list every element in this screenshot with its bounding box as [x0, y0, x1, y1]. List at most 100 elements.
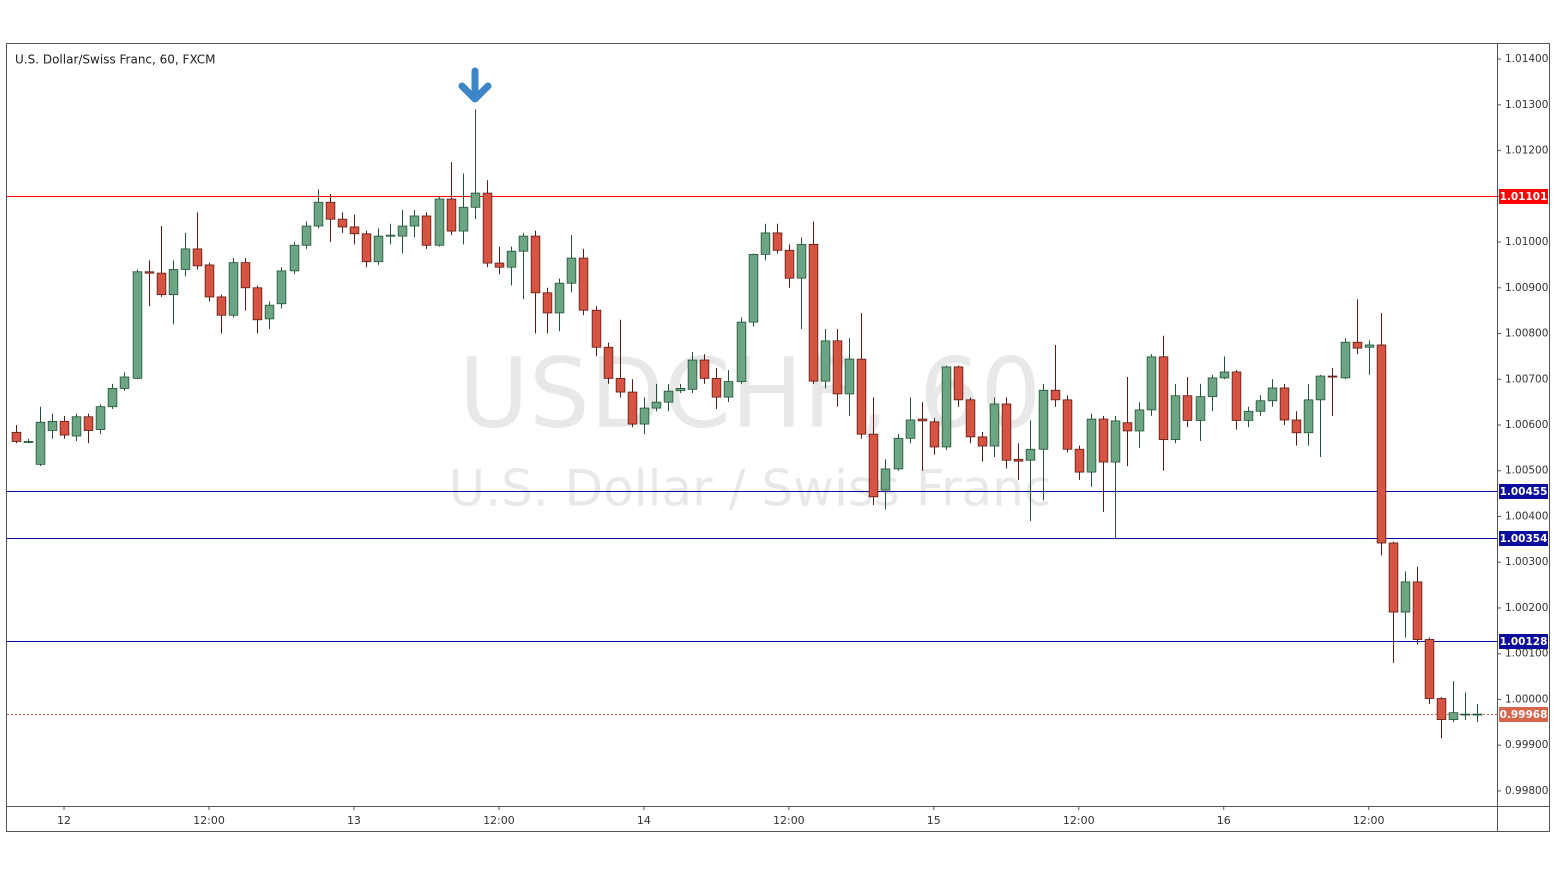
- candle-body: [1279, 387, 1290, 421]
- candle-body: [784, 249, 795, 279]
- y-tick-label: 1.00700: [1505, 373, 1548, 385]
- candle-body: [276, 270, 287, 305]
- y-tick-label: 1.00900: [1505, 282, 1548, 294]
- candle-body: [736, 321, 747, 382]
- candle-body: [35, 421, 46, 465]
- candle-body: [71, 416, 82, 437]
- axes: 0.99800 0.99900 1.00000 1.00100 1.00200 1.003…: [57, 53, 1548, 827]
- candle-body: [180, 248, 191, 270]
- candle-body: [953, 366, 964, 401]
- candle-body: [1388, 542, 1399, 613]
- candle-body: [216, 296, 227, 316]
- arrow: [458, 67, 492, 103]
- candle-body: [1001, 403, 1012, 461]
- candle-body: [1050, 389, 1061, 401]
- candle-body: [385, 234, 396, 237]
- candle-body: [1207, 377, 1218, 398]
- candle-body: [675, 388, 686, 392]
- candle-body: [893, 437, 904, 470]
- candle-body: [95, 406, 106, 430]
- candle-body: [1013, 458, 1024, 462]
- candle-body: [832, 340, 843, 395]
- candle-body: [1352, 341, 1363, 349]
- candle-body: [1460, 713, 1471, 716]
- candle-body: [989, 403, 1000, 447]
- candle-body: [917, 418, 928, 422]
- candle-body: [1412, 581, 1423, 640]
- level-label-box: [1499, 189, 1548, 204]
- candle-body: [1315, 375, 1326, 401]
- candle-body: [1122, 422, 1133, 432]
- y-tick-label: 1.00100: [1505, 648, 1548, 660]
- candle-body: [1038, 389, 1049, 450]
- candle-body: [1110, 420, 1121, 463]
- candle-body: [144, 271, 155, 274]
- candle-body: [119, 376, 130, 389]
- frame: [6, 43, 1550, 832]
- candle-body: [699, 359, 710, 379]
- candle-body: [1364, 344, 1375, 348]
- candle-body: [446, 198, 457, 232]
- x-tick-label: 16: [1217, 814, 1231, 827]
- candle-body: [1472, 713, 1483, 716]
- candle-body: [1146, 356, 1157, 411]
- candle-body: [1074, 448, 1085, 473]
- candle-body: [337, 218, 348, 228]
- candle-body: [1327, 375, 1338, 378]
- candle-body: [1424, 639, 1435, 699]
- candle-body: [1267, 387, 1278, 402]
- levels: [7, 196, 1497, 715]
- chart-title: U.S. Dollar/Swiss Franc, 60, FXCM: [15, 53, 216, 67]
- x-tick-label: 12:00: [1063, 814, 1095, 827]
- level-label: 1.00354: [1500, 533, 1548, 545]
- candle-body: [1243, 410, 1254, 421]
- candle-body: [868, 433, 879, 498]
- candle-body: [289, 244, 300, 272]
- candle-body: [844, 358, 855, 395]
- candle-body: [228, 262, 239, 316]
- y-tick-label: 1.01400: [1505, 53, 1548, 65]
- candle-body: [397, 225, 408, 237]
- level-label-box: [1499, 707, 1548, 722]
- candle-body: [808, 243, 819, 382]
- level-label-box: [1499, 531, 1548, 546]
- candle-body: [615, 377, 626, 393]
- candle-body: [578, 257, 589, 311]
- candle-body: [23, 441, 34, 443]
- candle-body: [192, 248, 203, 267]
- y-tick-label: 1.00500: [1505, 465, 1548, 477]
- candle-body: [965, 399, 976, 438]
- candle-body: [1376, 344, 1387, 544]
- candle-body: [772, 232, 783, 251]
- candles: [11, 109, 1483, 739]
- candle-body: [361, 233, 372, 263]
- x-tick-label: 12:00: [483, 814, 515, 827]
- candle-body: [107, 388, 118, 408]
- level-label: 0.99968: [1500, 709, 1548, 721]
- candle-body: [168, 269, 179, 296]
- candle-body: [1025, 448, 1036, 461]
- candle-body: [796, 243, 807, 279]
- candle-body: [373, 235, 384, 263]
- candle-body: [651, 401, 662, 409]
- candle-body: [723, 381, 734, 398]
- candle-body: [1195, 396, 1206, 421]
- y-tick-label: 0.99900: [1505, 739, 1548, 751]
- candle-body: [760, 232, 771, 255]
- candle-body: [542, 292, 553, 314]
- candle-body: [1303, 399, 1314, 434]
- candle-body: [748, 253, 759, 323]
- candle-body: [1255, 400, 1266, 412]
- candle-body: [1219, 371, 1230, 379]
- candle-body: [880, 468, 891, 491]
- candle-body: [1158, 356, 1169, 441]
- x-tick-label: 12: [57, 814, 71, 827]
- watermark: USDCHF, 60 U.S. Dollar / Swiss Franc: [449, 337, 1052, 517]
- candle-body: [977, 436, 988, 447]
- candle-body: [252, 287, 263, 321]
- y-tick-label: 1.01000: [1505, 236, 1548, 248]
- candle-body: [1134, 409, 1145, 432]
- candle-body: [325, 201, 336, 220]
- candle-body: [687, 359, 698, 390]
- candle-body: [434, 198, 445, 246]
